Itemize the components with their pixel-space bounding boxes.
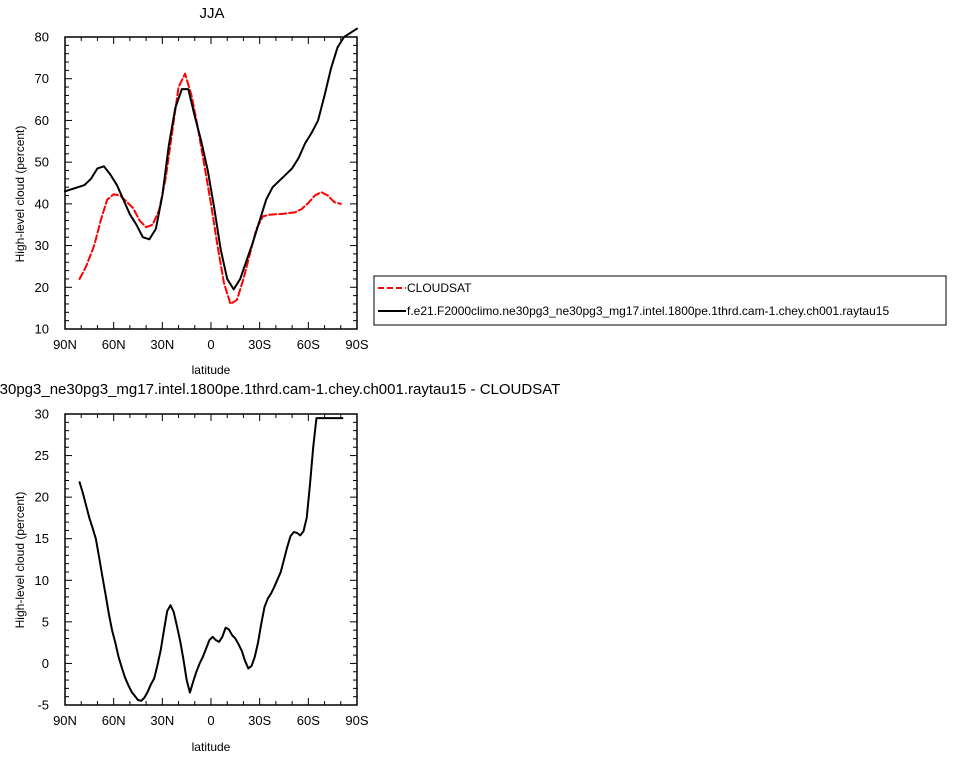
x-tick-label: 30N (150, 713, 174, 728)
y-tick-label: 0 (42, 656, 49, 671)
series-line-difference (78, 417, 344, 702)
x-tick-label: 60N (102, 337, 126, 352)
x-tick-label: 30N (150, 337, 174, 352)
panel-1-y-axis-label: High-level cloud (percent) (13, 126, 27, 263)
x-tick-label: 90S (345, 713, 368, 728)
series-line-model (64, 27, 358, 291)
y-tick-label: 10 (35, 573, 49, 588)
y-tick-label: 40 (35, 196, 49, 211)
y-tick-label: 20 (35, 490, 49, 505)
plot-frame (64, 36, 358, 330)
y-tick-label: -5 (37, 698, 49, 713)
legend-label-model: f.e21.F2000climo.ne30pg3_ne30pg3_mg17.in… (407, 304, 889, 318)
y-tick-label: 15 (35, 531, 49, 546)
panel-2-plot-area: 90N 60N 30N 0 30S 60S 90S -5 0 5 10 15 20 25 30 (35, 407, 369, 729)
y-tick-label: 80 (35, 30, 49, 45)
y-tick-label: 60 (35, 113, 49, 128)
y-tick-label: 5 (42, 614, 49, 629)
x-tick-label: 90N (53, 337, 77, 352)
y-tick-label: 30 (35, 238, 49, 253)
difference-panel: f.e21.F2000climo.ne30pg3_ne30pg3_mg17.in… (0, 381, 560, 754)
panel-1-title: JJA (199, 5, 224, 22)
y-tick-label: 10 (35, 322, 49, 337)
legend-box (373, 275, 947, 326)
y-tick-label: 50 (35, 155, 49, 170)
x-tick-label: 60N (102, 713, 126, 728)
x-tick-label: 90N (53, 713, 77, 728)
y-tick-label: 70 (35, 71, 49, 86)
legend: CLOUDSAT f.e21.F2000climo.ne30pg3_ne30pg… (373, 275, 947, 326)
panel-1-x-axis-label: latitude (192, 363, 231, 377)
x-tick-label: 90S (345, 337, 368, 352)
y-tick-label: 25 (35, 448, 49, 463)
panel-2-title: f.e21.F2000climo.ne30pg3_ne30pg3_mg17.in… (0, 381, 560, 398)
y-tick-label: 30 (35, 407, 49, 422)
y-tick-label: 20 (35, 280, 49, 295)
x-tick-label: 0 (207, 713, 214, 728)
x-tick-label: 0 (207, 337, 214, 352)
legend-label-cloudsat: CLOUDSAT (407, 281, 472, 295)
panel-2-y-axis-label: High-level cloud (percent) (13, 492, 27, 629)
panel-2-x-axis-label: latitude (192, 740, 231, 754)
x-tick-label: 60S (297, 713, 320, 728)
x-tick-label: 30S (248, 713, 271, 728)
panel-1-plot-area: 90N 60N 30N 0 30S 60S 90S 10 20 30 40 50 60 70 80 (35, 27, 369, 352)
x-tick-label: 60S (297, 337, 320, 352)
x-tick-label: 30S (248, 337, 271, 352)
zonal-mean-panel: JJA 90N 60N 30N 0 30S 60S 90S1020304050607080 … (13, 5, 369, 377)
